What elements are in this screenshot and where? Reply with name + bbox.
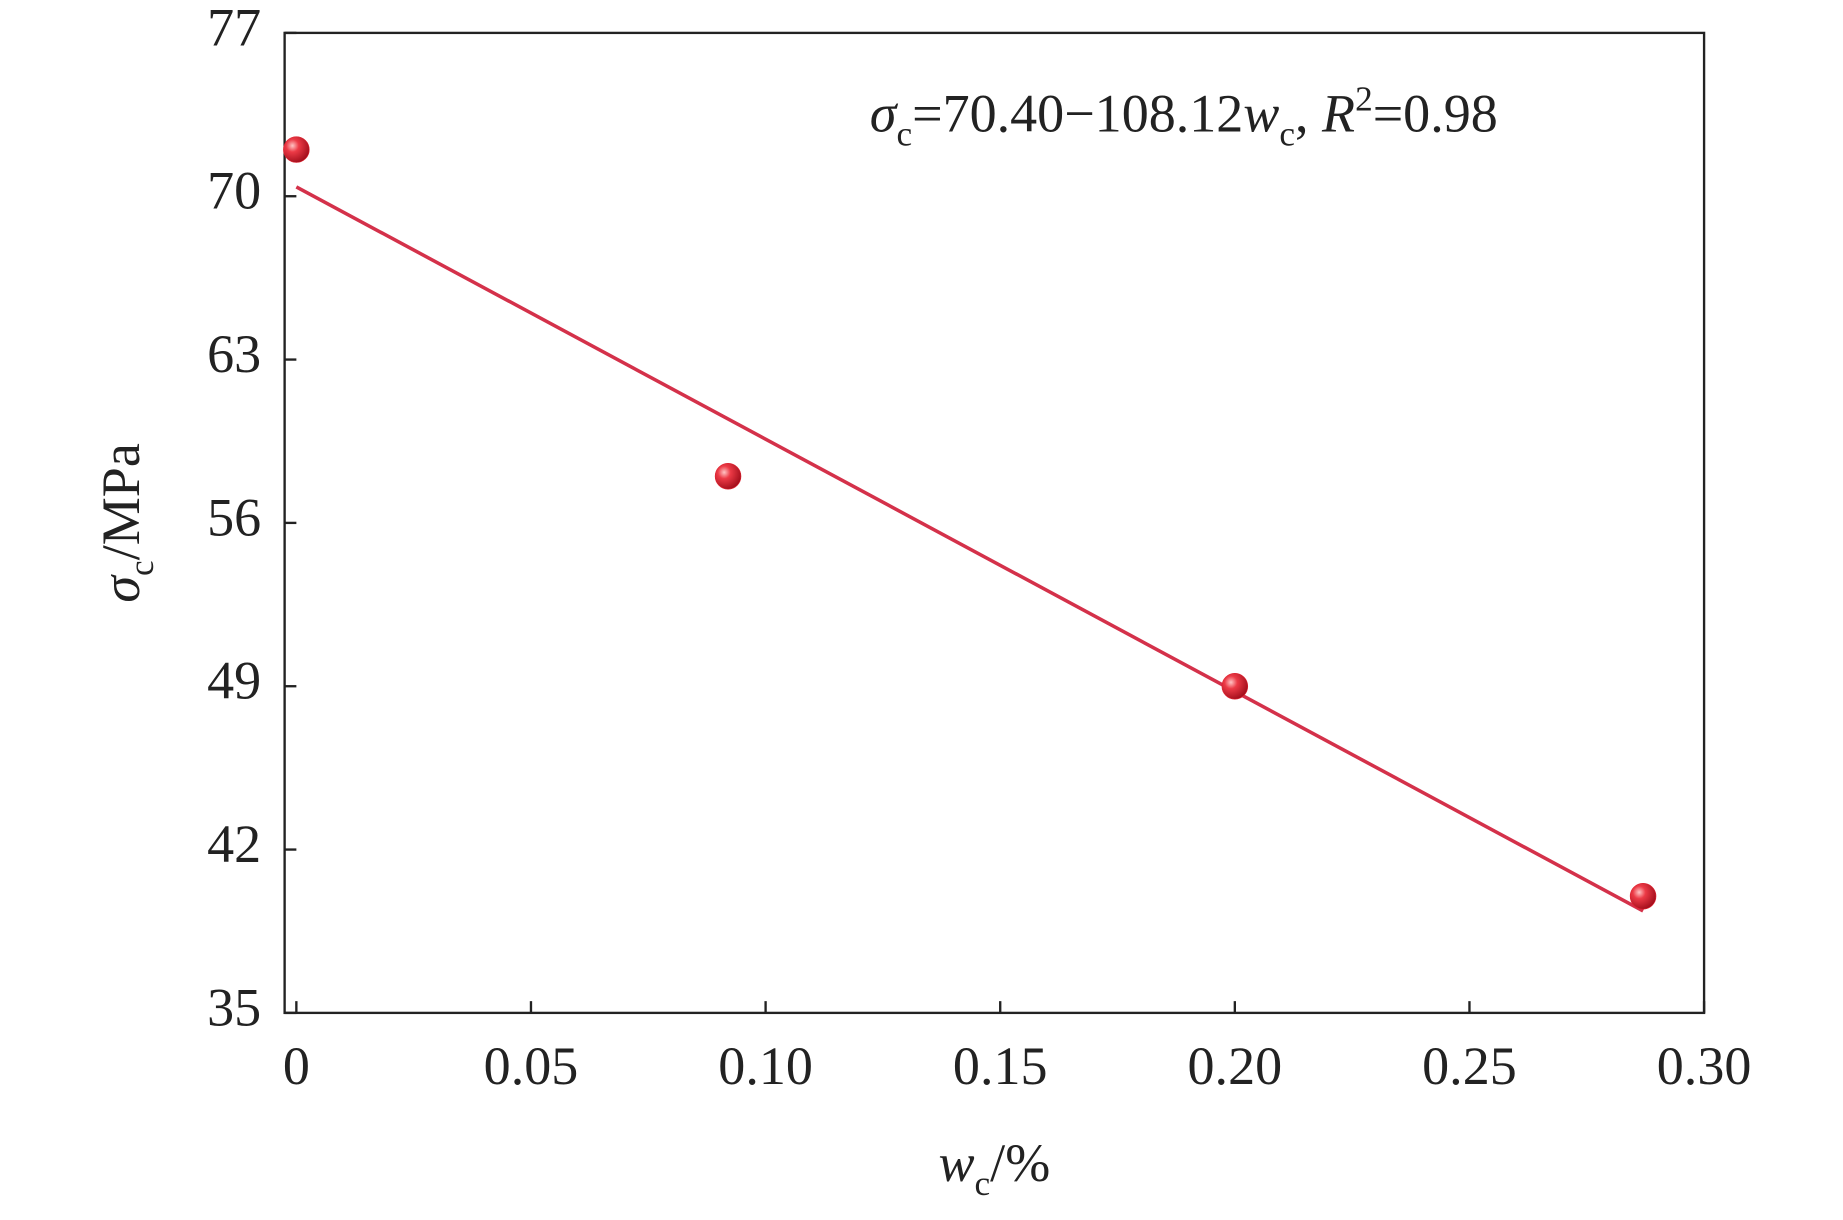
data-point xyxy=(1629,883,1657,910)
y-tick-label: 35 xyxy=(207,977,261,1037)
y-tick-label: 63 xyxy=(207,324,261,384)
annotation: σc=70.40−108.12wc, R2=0.98 xyxy=(870,79,1498,153)
data-point xyxy=(283,136,310,163)
y-tick-label: 42 xyxy=(207,814,261,874)
y-tick-label: 49 xyxy=(207,651,261,711)
y-tick-label: 77 xyxy=(207,0,261,57)
data-point xyxy=(1221,673,1249,700)
plot-frame xyxy=(283,31,1706,1015)
x-tick-label: 0 xyxy=(283,1036,310,1096)
y-tick-label: 56 xyxy=(207,487,261,547)
fit-line xyxy=(295,185,1644,913)
x-tick-label: 0.15 xyxy=(953,1036,1048,1096)
x-tick-label: 0.25 xyxy=(1422,1036,1517,1096)
x-tick-label: 0.30 xyxy=(1657,1036,1752,1096)
y-axis-label: σc/MPa xyxy=(91,443,161,602)
x-tick-label: 0.05 xyxy=(484,1036,579,1096)
data-point xyxy=(714,463,742,490)
y-tick-label: 70 xyxy=(207,161,261,221)
x-tick-label: 0.20 xyxy=(1188,1036,1283,1096)
x-axis-label: wc/% xyxy=(938,1133,1050,1203)
x-tick-label: 0.10 xyxy=(718,1036,813,1096)
